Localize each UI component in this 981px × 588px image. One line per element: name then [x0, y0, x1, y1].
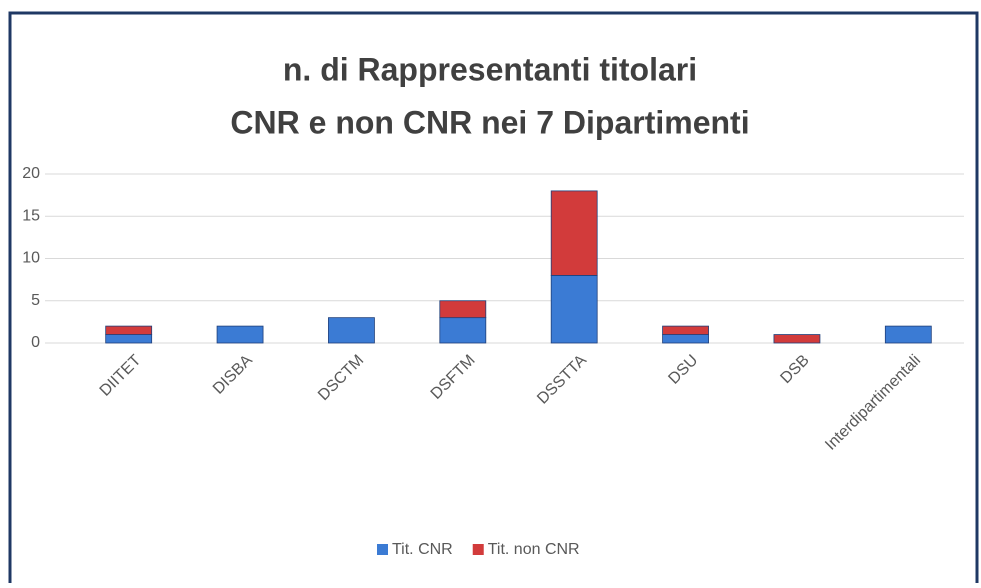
chart-title: n. di Rappresentanti titolari: [283, 51, 697, 87]
bar-segment: [773, 334, 821, 344]
chart-title: CNR e non CNR nei 7 Dipartimenti: [230, 104, 749, 140]
y-tick-label: 20: [22, 165, 40, 182]
bar-segment: [884, 325, 932, 344]
bar-segment: [105, 325, 153, 335]
y-tick-label: 0: [31, 334, 40, 351]
bar-segment: [550, 274, 598, 344]
bar-segment: [439, 317, 487, 344]
bar-segment: [216, 325, 264, 344]
legend-swatch: [377, 544, 388, 555]
y-tick-label: 15: [22, 207, 40, 224]
bar-segment: [105, 334, 153, 344]
legend-swatch: [472, 544, 484, 555]
bar-segment: [439, 300, 487, 319]
legend-label: Tit. non CNR: [488, 541, 580, 558]
bar-segment: [550, 190, 598, 276]
y-tick-label: 5: [31, 292, 40, 309]
bar-segment: [328, 317, 375, 344]
bar-segment: [662, 334, 709, 344]
bar-segment: [662, 325, 709, 335]
legend-label: Tit. CNR: [392, 541, 453, 558]
chart-frame: [8, 11, 979, 588]
y-tick-label: 10: [22, 250, 40, 267]
